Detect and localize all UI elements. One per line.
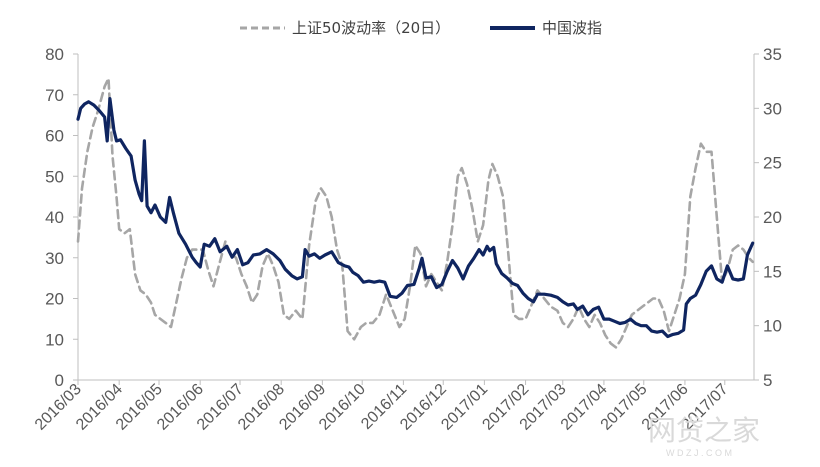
y-left-tick-label: 60: [45, 127, 64, 146]
y-right-tick-label: 35: [763, 45, 782, 64]
y-left-tick-label: 20: [45, 290, 64, 309]
y-left-tick-label: 80: [45, 45, 64, 64]
watermark-text: 网贷之家: [648, 414, 760, 447]
y-right-tick-label: 5: [763, 371, 772, 390]
y-right-tick-label: 25: [763, 154, 782, 173]
y-left-tick-label: 50: [45, 167, 64, 186]
y-left-tick-label: 10: [45, 330, 64, 349]
series-line-china-vix: [76, 97, 755, 339]
y-left-tick-label: 0: [55, 371, 64, 390]
y-left-tick-label: 70: [45, 86, 64, 105]
series-line-sse50-volatility: [76, 77, 754, 349]
watermark: 网贷之家 W D Z J . C O M: [648, 414, 760, 458]
y-right-tick-label: 15: [763, 262, 782, 281]
y-right-tick-label: 30: [763, 99, 782, 118]
y-right-tick-label: 20: [763, 208, 782, 227]
legend-label-sse50: 上证50波动率（20日）: [292, 19, 450, 37]
y-right-tick-label: 10: [763, 317, 782, 336]
legend: 上证50波动率（20日） 中国波指: [240, 19, 602, 37]
axes: 0102030405060708051015202530352016/03201…: [32, 45, 782, 434]
y-left-tick-label: 40: [45, 208, 64, 227]
y-left-tick-label: 30: [45, 249, 64, 268]
legend-label-ivix: 中国波指: [542, 19, 602, 37]
series-group: [76, 77, 755, 349]
watermark-subtext: W D Z J . C O M: [666, 448, 732, 458]
